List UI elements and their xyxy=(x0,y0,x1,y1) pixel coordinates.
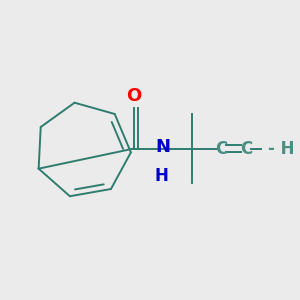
Text: H: H xyxy=(154,167,168,184)
Text: O: O xyxy=(126,88,142,106)
Text: - H: - H xyxy=(268,140,294,158)
Text: N: N xyxy=(155,138,170,156)
Text: C: C xyxy=(215,140,227,158)
Text: C: C xyxy=(240,140,252,158)
